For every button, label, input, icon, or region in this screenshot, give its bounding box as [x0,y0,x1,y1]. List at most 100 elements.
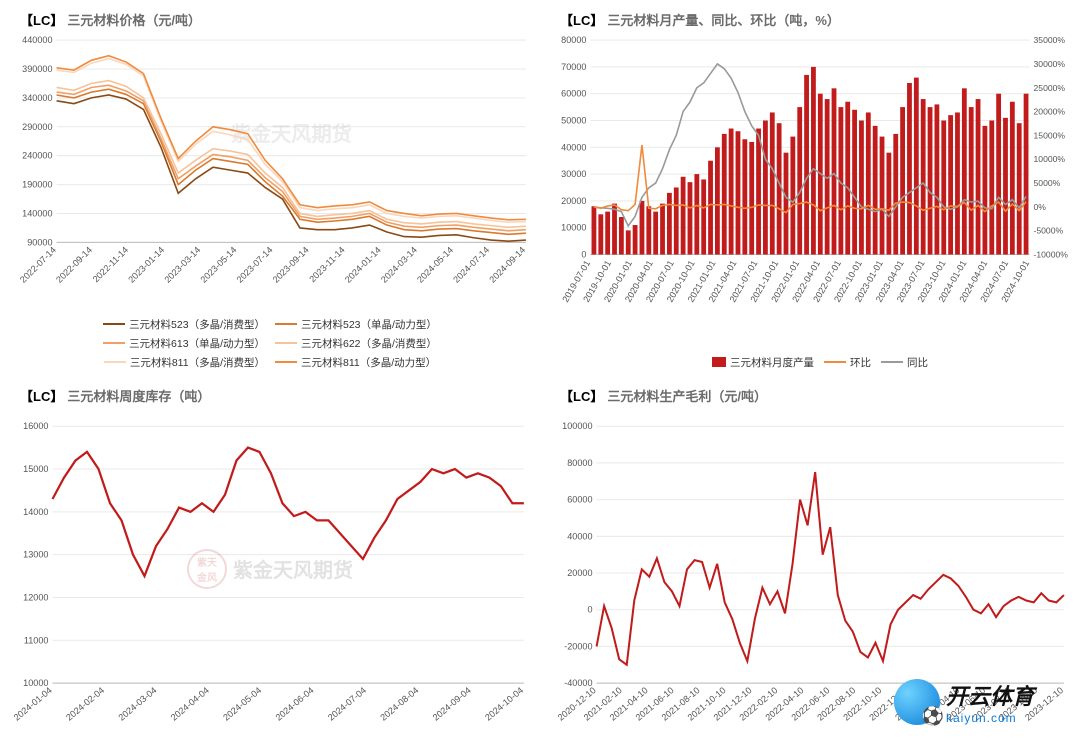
panel-title: 三元材料月产量、同比、环比（吨，%） [607,10,840,29]
svg-text:80000: 80000 [567,458,592,468]
svg-text:0%: 0% [1034,202,1047,212]
panel-inventory: 【LC】 三元材料周度库存（吨） 紫天金风紫金天风期货 100001100012… [0,376,540,754]
legend-item: 三元材料811（多晶/动力型） [275,355,436,370]
panel-margin: 【LC】 三元材料生产毛利（元/吨） -40000-20000020000400… [540,376,1080,754]
svg-text:25000%: 25000% [1034,83,1066,93]
panel-title: 三元材料价格（元/吨） [67,10,201,29]
svg-text:14000: 14000 [23,507,48,517]
svg-text:15000: 15000 [23,464,48,474]
svg-text:2024-07-04: 2024-07-04 [326,685,368,723]
svg-text:60000: 60000 [561,89,586,99]
panel-title-row: 【LC】 三元材料周度库存（吨） [20,386,534,405]
svg-text:20000%: 20000% [1034,107,1066,117]
svg-text:12000: 12000 [23,592,48,602]
svg-text:-5000%: -5000% [1034,226,1064,236]
legend-label: 同比 [907,355,928,370]
panel-output: 【LC】 三元材料月产量、同比、环比（吨，%） 0 10000 20000 30000… [540,0,1080,376]
legend-item: 同比 [881,355,928,370]
svg-text:-10000%: -10000% [1034,250,1069,260]
logo-cn: 开云体育 [946,679,1034,711]
legend: 三元材料523（多晶/消费型） 三元材料523（单晶/动力型） 三元材料613（单晶… [20,317,520,370]
legend-swatch [104,361,126,363]
svg-text:10000%: 10000% [1034,154,1066,164]
svg-text:30000: 30000 [561,169,586,179]
svg-text:2024-04-04: 2024-04-04 [169,685,211,723]
svg-text:2024-05-04: 2024-05-04 [221,685,263,723]
svg-text:2024-03-04: 2024-03-04 [116,685,158,723]
svg-text:11000: 11000 [24,635,49,645]
legend-swatch [103,342,125,344]
panel-title-row: 【LC】 三元材料月产量、同比、环比（吨，%） [560,10,1074,29]
logo-en: kaiyun.com [946,711,1034,725]
svg-text:2024-02-04: 2024-02-04 [64,685,106,723]
svg-text:2023-03-14: 2023-03-14 [162,245,202,285]
svg-text:20000: 20000 [567,568,592,578]
svg-text:30000%: 30000% [1034,59,1066,69]
svg-text:100000: 100000 [562,421,592,431]
svg-text:-20000: -20000 [564,641,592,651]
svg-text:2023-05-14: 2023-05-14 [199,245,239,285]
svg-text:13000: 13000 [23,549,48,559]
svg-text:2024-05-14: 2024-05-14 [415,245,455,285]
svg-text:2022-09-14: 2022-09-14 [54,245,94,285]
panel-title-row: 【LC】 三元材料价格（元/吨） [20,10,534,29]
svg-text:2024-03-14: 2024-03-14 [379,245,419,285]
legend-label: 三元材料月度产量 [730,355,814,370]
legend-item: 三元材料523（多晶/消费型） [103,317,265,332]
legend: 三元材料月度产量 环比 同比 [600,355,1040,370]
svg-text:2023-01-14: 2023-01-14 [126,245,166,285]
legend-item: 三元材料523（单晶/动力型） [275,317,437,332]
svg-text:5000%: 5000% [1034,178,1061,188]
panel-price: 【LC】 三元材料价格（元/吨） 90000140000190000240000… [0,0,540,376]
svg-text:390000: 390000 [22,64,52,74]
legend-label: 环比 [850,355,871,370]
svg-text:0: 0 [581,250,586,260]
legend-swatch [103,323,125,325]
svg-text:40000: 40000 [561,142,586,152]
legend-item: 三元材料613（单晶/动力型） [103,336,265,351]
legend-item: 环比 [824,355,871,370]
legend-item: 三元材料622（多晶/消费型） [275,336,437,351]
svg-text:20000: 20000 [561,196,586,206]
svg-text:40000: 40000 [567,531,592,541]
svg-text:2023-07-14: 2023-07-14 [235,245,275,285]
svg-text:2024-09-14: 2024-09-14 [487,245,527,285]
legend-label: 三元材料622（多晶/消费型） [301,336,437,351]
svg-text:190000: 190000 [22,180,52,190]
legend-label: 三元材料523（单晶/动力型） [301,317,437,332]
brand-logo: 开云体育 kaiyun.com [894,679,1034,725]
legend-item: 三元材料811（多晶/消费型） [104,355,265,370]
legend-label: 三元材料811（多晶/动力型） [301,355,436,370]
svg-text:140000: 140000 [22,209,52,219]
lc-badge: 【LC】 [560,10,603,29]
legend-swatch [824,361,846,363]
svg-text:15000%: 15000% [1034,130,1066,140]
svg-text:60000: 60000 [567,494,592,504]
svg-text:2022-07-14: 2022-07-14 [18,245,58,285]
lc-badge: 【LC】 [20,386,63,405]
svg-text:240000: 240000 [22,151,52,161]
lc-badge: 【LC】 [20,10,63,29]
svg-text:70000: 70000 [561,62,586,72]
panel-title: 三元材料周度库存（吨） [67,386,210,405]
legend-swatch [712,357,726,367]
svg-text:2024-06-04: 2024-06-04 [274,685,316,723]
legend-swatch [881,361,903,363]
svg-text:2024-07-14: 2024-07-14 [451,245,491,285]
svg-text:440000: 440000 [22,35,52,45]
legend-swatch [275,342,297,344]
dashboard-grid: 【LC】 三元材料价格（元/吨） 90000140000190000240000… [0,0,1080,736]
svg-text:2023-11-14: 2023-11-14 [307,245,346,284]
legend-swatch [275,323,297,325]
svg-text:0: 0 [587,605,592,615]
output-chart: 0100002000030000400005000060000700008000… [546,31,1074,367]
svg-text:2024-08-04: 2024-08-04 [378,685,420,723]
inventory-chart: 紫天金风紫金天风期货 10000110001200013000140001500… [6,407,534,745]
legend-label: 三元材料613（单晶/动力型） [129,336,265,351]
legend-label: 三元材料811（多晶/消费型） [130,355,265,370]
svg-text:290000: 290000 [22,122,52,132]
svg-text:10000: 10000 [561,223,586,233]
legend-label: 三元材料523（多晶/消费型） [129,317,265,332]
legend-item: 三元材料月度产量 [712,355,814,370]
lc-badge: 【LC】 [560,386,603,405]
